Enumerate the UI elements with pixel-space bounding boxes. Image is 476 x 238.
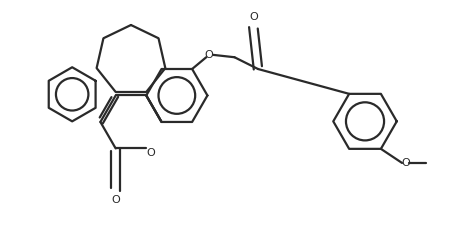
Text: O: O <box>204 50 213 60</box>
Text: O: O <box>249 12 258 22</box>
Text: O: O <box>147 148 155 158</box>
Text: O: O <box>111 195 120 205</box>
Text: O: O <box>401 158 410 168</box>
